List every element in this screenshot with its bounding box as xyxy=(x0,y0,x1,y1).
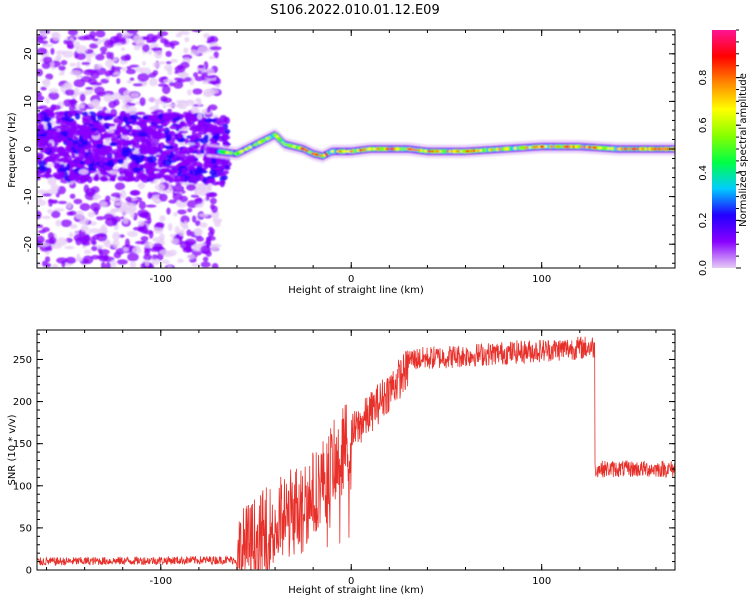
colorbar-ticks: 0.0 0.2 0.4 0.6 0.8 xyxy=(698,29,741,276)
figure-title: S106.2022.010.01.12.E09 xyxy=(270,3,439,18)
bottom-y-tick-label: 50 xyxy=(19,523,32,534)
bottom-plot-frame xyxy=(36,329,676,571)
colorbar: 0.0 0.2 0.4 0.6 0.8 Normalized spectral ampl… xyxy=(698,29,749,276)
colorbar-tick-label: 0.2 xyxy=(698,212,709,228)
colorbar-tick-label: 0.6 xyxy=(698,117,709,133)
top-y-tick-label: 20 xyxy=(23,47,34,60)
bottom-x-axis-label: Height of straight line (km) xyxy=(288,585,424,596)
top-y-axis-label: Frequency (Hz) xyxy=(7,112,18,188)
spectrogram-heatmap xyxy=(37,30,675,268)
bottom-x-tick-label: 0 xyxy=(348,576,354,587)
bottom-axis-ticks: -100 0 100 0 50 100 150 200 250 xyxy=(13,330,675,587)
bottom-y-tick-label: 150 xyxy=(13,439,32,450)
bottom-y-tick-label: 100 xyxy=(13,481,32,492)
colorbar-scale xyxy=(712,30,736,268)
top-y-tick-label: 0 xyxy=(23,146,34,152)
snr-panel: -100 0 100 0 50 100 150 200 250 Height of straig… xyxy=(7,329,676,596)
bottom-y-tick-label: 250 xyxy=(13,355,32,366)
top-x-axis-label: Height of straight line (km) xyxy=(288,285,424,296)
colorbar-tick-label: 0.0 xyxy=(698,260,709,276)
bottom-x-tick-label: -100 xyxy=(149,576,172,587)
snr-series-line xyxy=(37,336,675,570)
bottom-y-axis-label: SNR (10 * v/v) xyxy=(7,414,18,485)
top-x-tick-label: -100 xyxy=(149,274,172,285)
top-x-tick-label: 0 xyxy=(348,274,354,285)
colorbar-label: Normalized spectral amplitude xyxy=(738,73,749,227)
top-y-tick-label: 10 xyxy=(23,95,34,108)
bottom-x-tick-label: 100 xyxy=(532,576,551,587)
bottom-y-tick-label: 200 xyxy=(13,397,32,408)
top-x-tick-label: 100 xyxy=(532,274,551,285)
bottom-y-tick-label: 0 xyxy=(26,566,32,577)
colorbar-tick-label: 0.8 xyxy=(698,70,709,86)
top-y-tick-label: -20 xyxy=(23,236,34,252)
colorbar-tick-label: 0.4 xyxy=(698,165,709,181)
top-y-tick-label: -10 xyxy=(23,188,34,204)
